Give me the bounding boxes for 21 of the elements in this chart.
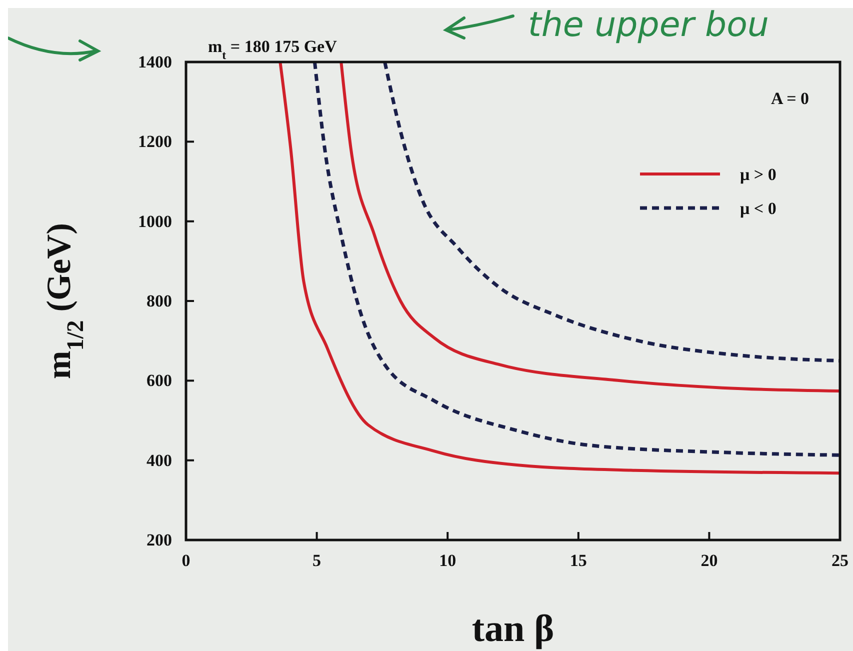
chart-title: m$_{t}$ = 180 175 GeV	[208, 37, 338, 62]
line-series	[383, 62, 840, 362]
x-tick-label: 10	[439, 551, 456, 570]
y-tick-label: 400	[146, 450, 172, 470]
annotation: A = 0	[770, 89, 810, 108]
legend-label: μ > 0	[740, 165, 776, 184]
x-tick-label: 0	[182, 551, 190, 570]
y-tick-label: 1200	[138, 132, 172, 152]
x-tick-label: 25	[832, 551, 848, 570]
y-tick-label: 1400	[138, 52, 172, 72]
y-tick-label: 800	[146, 291, 172, 310]
x-tick-label: 20	[700, 551, 718, 570]
x-axis-title: tan β	[472, 608, 554, 650]
y-tick-label: 600	[146, 371, 172, 390]
text: the upper bou	[528, 5, 769, 45]
x-tick-label: 5	[312, 551, 322, 570]
y-tick-label: 1000	[138, 212, 172, 231]
x-tick-label: 15	[570, 551, 587, 570]
line-series	[340, 62, 840, 393]
y-tick-label: 200	[146, 530, 172, 550]
legend-label: μ < 0	[740, 199, 776, 218]
